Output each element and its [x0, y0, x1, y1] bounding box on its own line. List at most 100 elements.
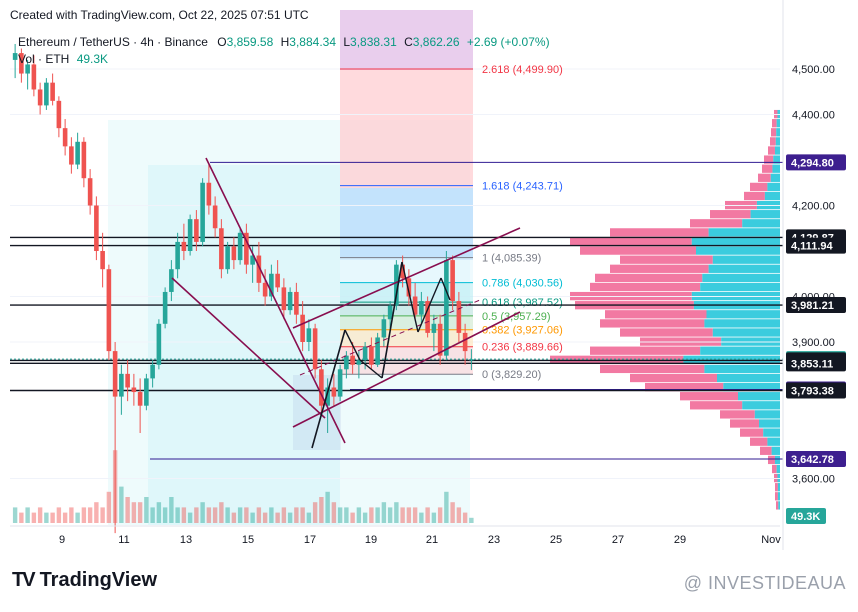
volume-bar [81, 507, 87, 523]
volume-profile-down-4120 [570, 237, 692, 246]
candle-body [94, 205, 99, 251]
candle-body [362, 346, 368, 361]
volume-profile-down-3640 [768, 455, 775, 465]
level-tag-3,981.21 [786, 297, 846, 314]
candle-body [356, 360, 362, 365]
volume-bar [87, 507, 93, 523]
candle-body [181, 241, 187, 251]
tradingview-logo[interactable]: TV TradingView [12, 569, 157, 592]
candle-body [462, 332, 468, 352]
volume-profile-down-4040 [595, 273, 703, 283]
time-tick-label: 29 [674, 534, 686, 546]
volume-bar [200, 502, 205, 523]
volume-profile-down-3780 [680, 392, 738, 401]
volume-profile-down-3840 [600, 364, 705, 374]
volume-bar [412, 507, 418, 523]
ohlc-legend[interactable]: Ethereum / TetherUS · 4h · Binance O3,85… [18, 35, 550, 49]
candle-body [437, 323, 443, 356]
candle-body [75, 141, 80, 165]
volume-profile-up-3680 [767, 437, 780, 446]
candle-body [194, 219, 199, 242]
volume-bar [250, 512, 255, 523]
candle-body [469, 359, 474, 361]
candle-body [256, 255, 262, 283]
volume-profile-up-4020 [700, 282, 780, 292]
time-tick-label: 13 [180, 534, 192, 546]
trend-line-10 [417, 277, 442, 333]
fib-label-0.382: 0.382 (3,927.06) [482, 325, 563, 337]
symbol-label: Ethereum / TetherUS · 4h · Binance [18, 35, 208, 49]
volume-profile-down-3700 [740, 428, 764, 437]
volume-profile-down-4300 [764, 155, 774, 164]
volume-bar [425, 507, 430, 523]
fib-extension-zone-blue [340, 188, 473, 260]
volume-profile-down-3720 [730, 419, 759, 428]
candle-body [131, 387, 137, 393]
volume-profile-up-4220 [764, 191, 780, 201]
candle-body [137, 392, 143, 406]
candle-body [81, 141, 87, 179]
volume-bar [125, 497, 130, 523]
candle-body [300, 314, 305, 342]
trend-drawings [171, 157, 521, 449]
level-tag-4,294.80 [786, 154, 846, 171]
trend-line-4 [299, 299, 481, 376]
volume-profile-up-3700 [763, 428, 780, 437]
candle-body [12, 53, 18, 60]
volume-bar [75, 512, 80, 523]
volume-profile-up-3940 [704, 319, 780, 328]
volume-bar [62, 512, 68, 523]
volume-profile-up-3620 [776, 464, 780, 474]
candle-body [344, 355, 349, 370]
low-value: 3,838.31 [350, 35, 397, 49]
volume-bar [325, 491, 330, 523]
candle-body [250, 255, 255, 265]
volume-profile-up-4340 [775, 137, 780, 146]
volume-bar [275, 512, 280, 523]
low-label: L [343, 35, 351, 49]
volume-profile-up-4140 [708, 228, 780, 237]
trend-line-0 [205, 157, 346, 444]
candle-body [150, 364, 155, 379]
volume-tag [786, 508, 826, 524]
time-tick-label: 25 [550, 534, 562, 546]
price-tick-label: 4,400.00 [792, 110, 835, 122]
volume-profile-up-3780 [738, 392, 780, 401]
volume-profile-down-4020 [590, 282, 701, 292]
volume-profile-up-3720 [759, 419, 780, 428]
volume-bar [19, 512, 24, 523]
candle-body [412, 296, 418, 315]
trend-line-3 [292, 227, 521, 329]
candle-body [331, 387, 337, 397]
volume-bar [219, 502, 224, 523]
candle-body [144, 378, 149, 406]
candle-body [394, 264, 399, 306]
candle-body [387, 305, 393, 320]
volume-bar [256, 507, 262, 523]
trend-line-1 [171, 277, 326, 419]
candle-body [50, 82, 55, 101]
volume-bar [175, 507, 180, 523]
volume-bar [150, 507, 155, 523]
volume-profile-up-4120 [691, 237, 780, 246]
candle-body [44, 82, 49, 106]
candle-body [275, 273, 280, 288]
candle-body [244, 232, 249, 265]
volume-tag-label: 49.3K [791, 511, 820, 523]
candle-body [306, 328, 312, 342]
volume-bar [187, 512, 193, 523]
trend-line-9 [401, 261, 419, 333]
volume-bar [356, 507, 362, 523]
volume-bar [262, 512, 268, 523]
volume-bar [25, 507, 30, 523]
volume-profile-down-4260 [758, 173, 771, 182]
volume-profile-up-3580 [777, 483, 780, 492]
volume-profile-down-3880 [590, 346, 701, 355]
fib-label-0.618: 0.618 (3,987.52) [482, 297, 563, 309]
volume-bar [406, 507, 412, 523]
volume-bar [206, 507, 212, 523]
volume-legend[interactable]: Vol · ETH 49.3K [18, 52, 108, 66]
fib-label-0.786: 0.786 (4,030.56) [482, 278, 563, 290]
candle-body [381, 319, 387, 338]
